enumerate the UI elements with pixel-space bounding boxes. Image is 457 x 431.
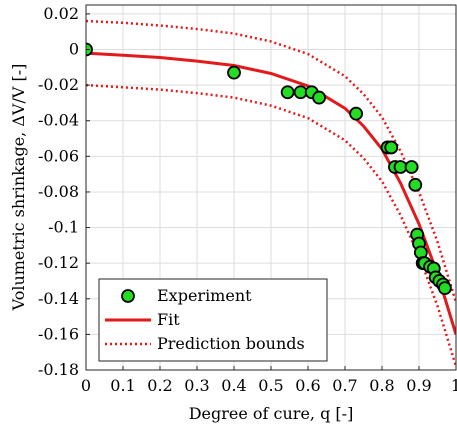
data-point-8: [384, 140, 399, 155]
x-tick-label-6: 0.6: [295, 376, 320, 395]
legend-label-2: Prediction bounds: [157, 334, 305, 353]
x-tick-label-8: 0.8: [369, 376, 394, 395]
prediction-bound-line-1: [86, 19, 456, 303]
legend-marker-experiment: [121, 289, 135, 303]
legend: Experiment Fit Prediction bounds: [98, 278, 328, 362]
fit-line-0: [86, 51, 456, 335]
data-point-6: [349, 106, 364, 121]
legend-label-0: Experiment: [157, 286, 252, 305]
data-point-5: [312, 90, 327, 105]
x-tick-label-7: 0.7: [332, 376, 357, 395]
data-point-2: [280, 85, 295, 100]
tick-labels: 0 0.1 0.2 0.3 0.4 0.5 0.6 0.7 0.8 0.9 1 0.02 0 -0.02 -…: [38, 4, 457, 395]
axes: [85, 4, 457, 371]
x-tick-label-3: 0.3: [184, 376, 209, 395]
x-tick-label-1: 0.1: [110, 376, 135, 395]
y-tick-label-9: -0.16: [38, 324, 79, 343]
data-point-1: [227, 65, 241, 80]
data-point-12: [408, 177, 423, 192]
y-tick-label-6: -0.1: [48, 218, 79, 237]
y-tick-label-5: -0.08: [38, 182, 79, 201]
y-tick-label-4: -0.06: [38, 146, 79, 165]
data-point-11: [404, 160, 419, 174]
plot-area: [86, 19, 456, 367]
x-tick-label-4: 0.4: [221, 376, 246, 395]
x-axis-label: Degree of cure, q [-]: [189, 404, 354, 423]
y-axis-label: Volumetric shrinkage, ΔV/V [-]: [9, 64, 28, 312]
data-point-23: [437, 281, 452, 295]
x-tick-label-0: 0: [81, 376, 91, 395]
y-tick-label-7: -0.12: [38, 253, 79, 272]
x-tick-label-5: 0.5: [258, 376, 283, 395]
y-tick-label-2: -0.02: [38, 75, 79, 94]
x-tick-label-2: 0.2: [147, 376, 172, 395]
y-tick-label-1: 0: [69, 40, 79, 59]
prediction-bound-line-2: [86, 83, 456, 367]
legend-label-1: Fit: [157, 310, 180, 329]
y-tick-label-3: -0.04: [38, 111, 79, 130]
x-tick-label-10: 1: [451, 376, 457, 395]
y-tick-label-0: 0.02: [43, 4, 79, 23]
x-tick-label-9: 0.9: [406, 376, 431, 395]
y-tick-label-10: -0.18: [38, 360, 79, 379]
y-tick-label-8: -0.14: [38, 289, 79, 308]
